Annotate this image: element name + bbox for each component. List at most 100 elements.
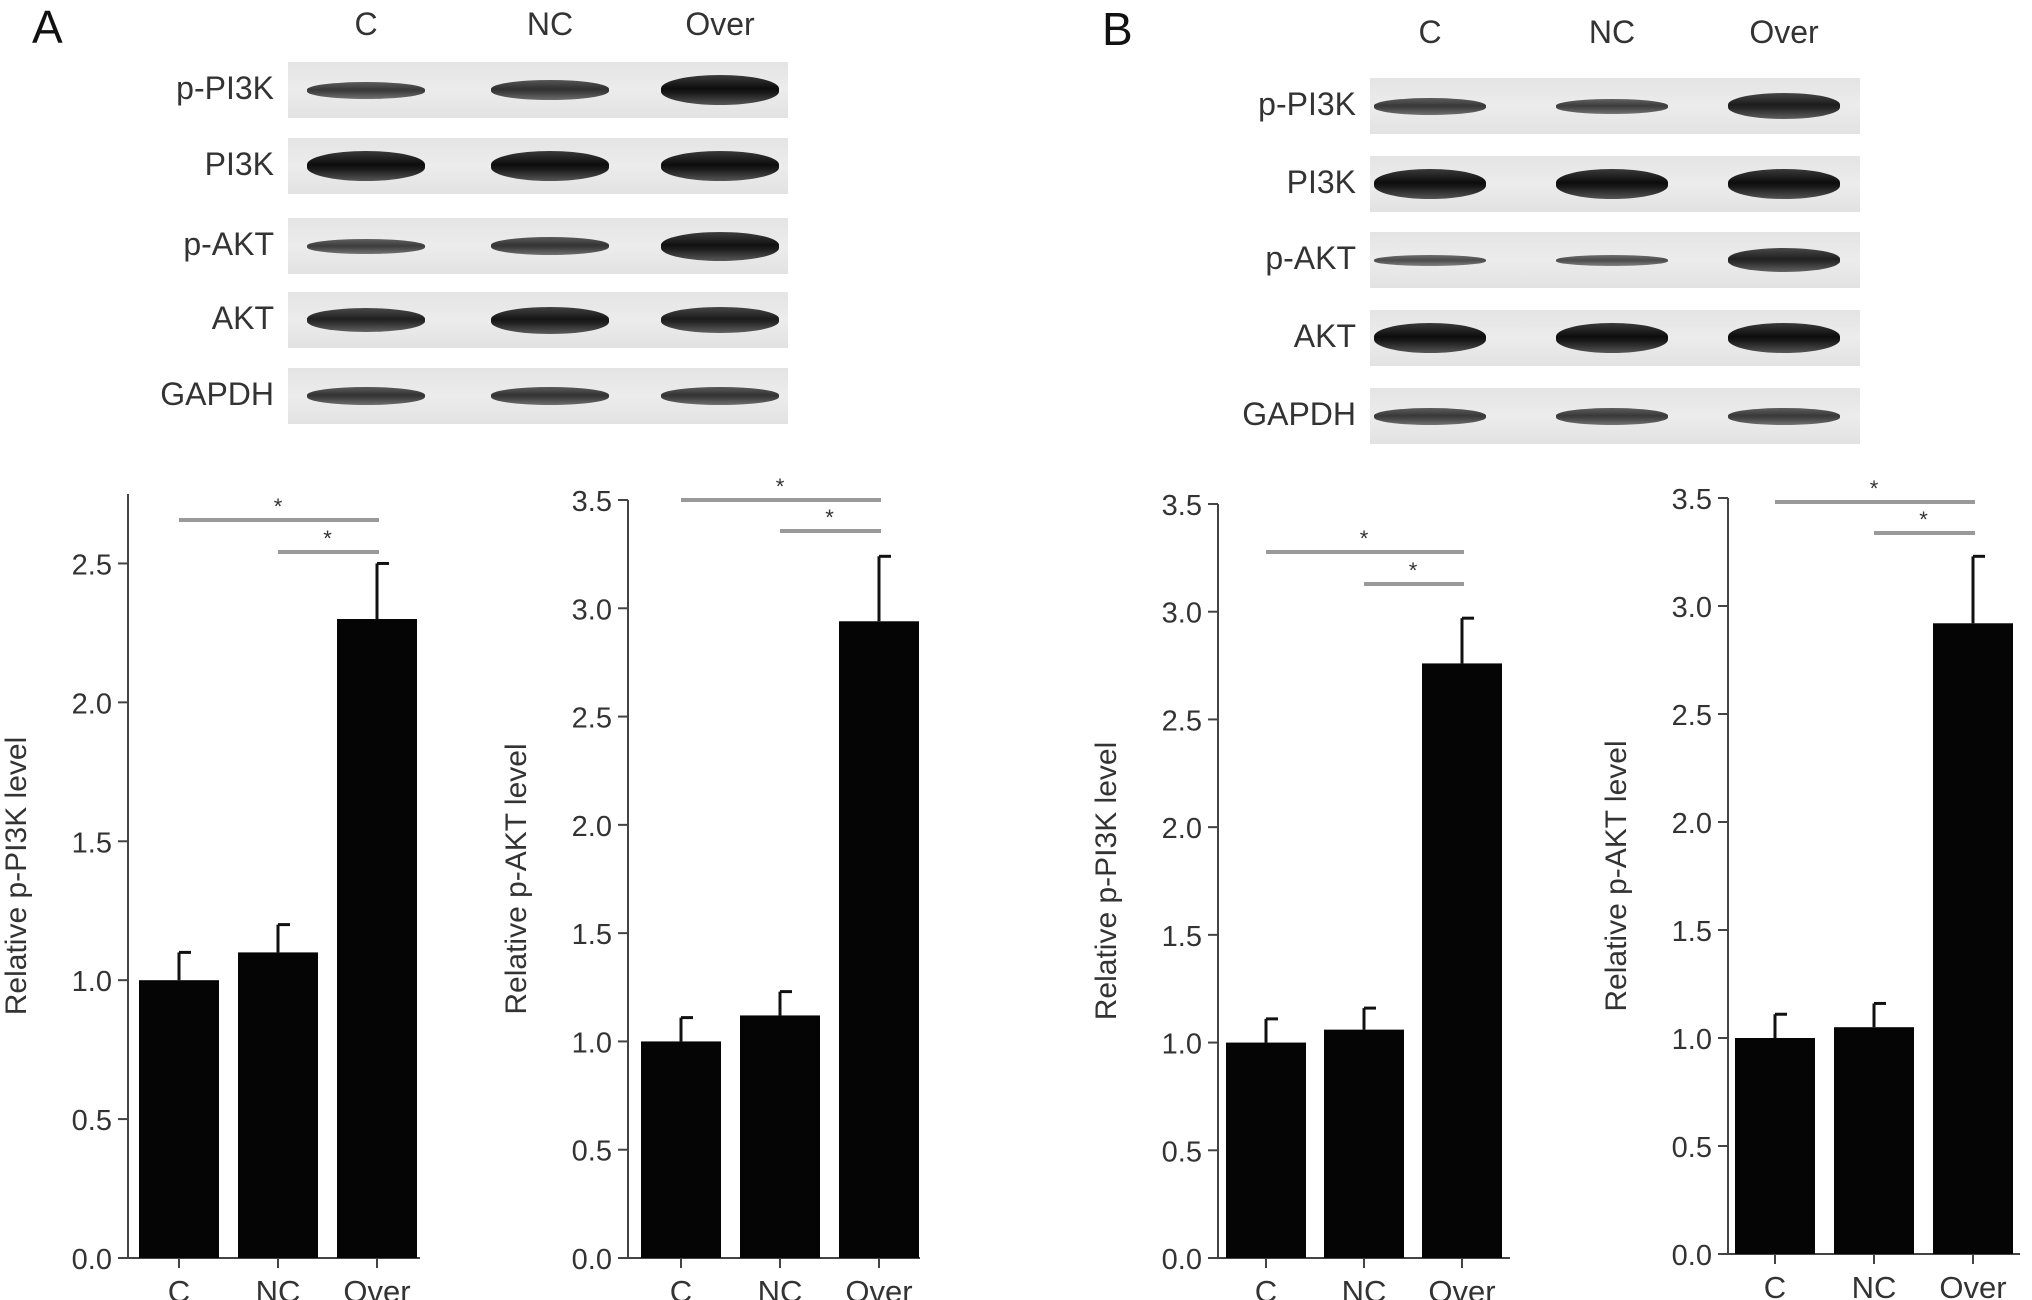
- y-tick-label: 3.5: [1672, 484, 1712, 516]
- blot-band: [661, 151, 779, 181]
- blot-band: [661, 387, 779, 405]
- blot-row-label: p-AKT: [1265, 240, 1356, 276]
- y-tick-label: 3.0: [1672, 592, 1712, 624]
- y-tick-label: 3.5: [572, 486, 612, 518]
- y-axis-label: Relative p-AKT level: [500, 743, 533, 1014]
- bar: [839, 621, 919, 1258]
- y-tick-label: 1.5: [572, 919, 612, 951]
- bar: [1226, 1042, 1306, 1258]
- y-tick-label: 1.0: [572, 1027, 612, 1059]
- significance-star: *: [776, 474, 785, 499]
- x-tick-label: C: [168, 1274, 190, 1300]
- y-tick-label: 1.5: [1672, 916, 1712, 948]
- bar: [641, 1041, 721, 1258]
- bar: [1422, 663, 1502, 1258]
- blot-band: [1556, 254, 1668, 266]
- blot-column-label-c: C: [1418, 14, 1442, 50]
- blot-band: [1556, 169, 1668, 199]
- blot-row-label: GAPDH: [160, 376, 274, 412]
- chart-a-p-pi3k: 0.0 0.5 1.0 1.5 2.0 2.5 Relative p-PI3K level C…: [0, 494, 420, 1300]
- panel-b-letter: B: [1102, 3, 1133, 55]
- blot-band: [1556, 98, 1668, 114]
- blot-band: [661, 231, 779, 261]
- y-axis-label: Relative p-PI3K level: [1090, 742, 1123, 1020]
- blot-band: [1556, 407, 1668, 425]
- y-tick-label: 0.5: [572, 1136, 612, 1168]
- significance-star: *: [1919, 507, 1928, 532]
- y-tick-label: 0.0: [1672, 1240, 1712, 1272]
- blot-band: [1374, 254, 1486, 266]
- y-tick-label: 2.5: [572, 703, 612, 735]
- blot-band: [307, 151, 425, 181]
- bar: [740, 1015, 820, 1258]
- y-tick-label: 0.5: [72, 1105, 112, 1137]
- x-tick-label: NC: [1852, 1270, 1897, 1300]
- blot-band: [1728, 169, 1840, 199]
- x-tick-label: NC: [1342, 1274, 1387, 1300]
- blot-column-label-over: Over: [1749, 14, 1819, 50]
- significance-star: *: [323, 526, 332, 551]
- chart-b-p-pi3k: 0.0 0.5 1.0 1.5 2.0 2.5 3.0 3.5 Relative p-PI3K …: [1090, 490, 1510, 1300]
- blot-column-label-nc: NC: [1588, 14, 1636, 50]
- blot-band: [491, 237, 609, 255]
- chart-b-p-akt: 0.0 0.5 1.0 1.5 2.0 2.5 3.0 3.5 Relative p-AKT l…: [1600, 476, 2020, 1300]
- blot-band: [307, 81, 425, 99]
- y-tick-label: 0.5: [1672, 1132, 1712, 1164]
- y-axis-label: Relative p-AKT level: [1600, 740, 1633, 1011]
- blot-row-label: p-PI3K: [1258, 86, 1356, 122]
- y-tick-label: 1.0: [1672, 1024, 1712, 1056]
- blot-row-label: GAPDH: [1242, 396, 1356, 432]
- blot-band: [307, 238, 425, 254]
- bar: [139, 980, 219, 1258]
- x-tick-label: C: [1255, 1274, 1277, 1300]
- blot-band: [307, 308, 425, 332]
- blot-band: [1728, 407, 1840, 425]
- panel-b-western-blot: C NC Over p-PI3K PI3K p-AKT AKT GAPDH: [1090, 0, 1870, 450]
- panel-a-letter: A: [32, 1, 63, 53]
- y-tick-label: 1.5: [72, 827, 112, 859]
- y-tick-label: 3.5: [1162, 490, 1202, 522]
- blot-band: [1374, 323, 1486, 353]
- blot-column-label-c: C: [354, 6, 378, 42]
- blot-band: [661, 307, 779, 333]
- y-tick-label: 2.0: [572, 811, 612, 843]
- bar: [1324, 1029, 1404, 1258]
- blot-band: [1374, 97, 1486, 115]
- x-tick-label: C: [1764, 1270, 1786, 1300]
- y-tick-label: 2.5: [72, 549, 112, 581]
- significance-star: *: [825, 505, 834, 530]
- bar: [238, 952, 318, 1258]
- x-tick-label: Over: [845, 1274, 912, 1300]
- y-tick-label: 2.0: [1162, 813, 1202, 845]
- y-tick-label: 0.5: [1162, 1136, 1202, 1168]
- x-tick-label: NC: [256, 1274, 301, 1300]
- bar: [1834, 1027, 1914, 1254]
- x-tick-label: C: [670, 1274, 692, 1300]
- blot-band: [491, 80, 609, 100]
- y-tick-label: 2.5: [1162, 705, 1202, 737]
- blot-band: [1728, 248, 1840, 272]
- x-tick-label: Over: [1428, 1274, 1495, 1300]
- blot-band: [1728, 323, 1840, 353]
- y-tick-label: 3.0: [572, 594, 612, 626]
- blot-band: [1374, 407, 1486, 425]
- blot-band: [1728, 93, 1840, 119]
- y-tick-label: 2.0: [1672, 808, 1712, 840]
- blot-band: [491, 306, 609, 334]
- blot-column-label-over: Over: [685, 6, 755, 42]
- y-tick-label: 1.5: [1162, 921, 1202, 953]
- blot-band: [491, 387, 609, 405]
- y-tick-label: 1.0: [72, 966, 112, 998]
- y-axis-label: Relative p-PI3K level: [0, 737, 33, 1015]
- blot-column-label-nc: NC: [526, 6, 574, 42]
- panel-a-western-blot: C NC Over p-PI3K PI3K p-AKT AKT GAPDH: [0, 0, 800, 440]
- blot-row-label: PI3K: [204, 146, 274, 182]
- blot-row-label: AKT: [211, 300, 274, 336]
- blot-band: [307, 387, 425, 405]
- blot-band: [1556, 323, 1668, 353]
- y-tick-label: 0.0: [1162, 1244, 1202, 1276]
- y-tick-label: 2.5: [1672, 700, 1712, 732]
- y-tick-label: 3.0: [1162, 598, 1202, 630]
- blot-row-label: PI3K: [1286, 164, 1356, 200]
- significance-star: *: [274, 494, 283, 519]
